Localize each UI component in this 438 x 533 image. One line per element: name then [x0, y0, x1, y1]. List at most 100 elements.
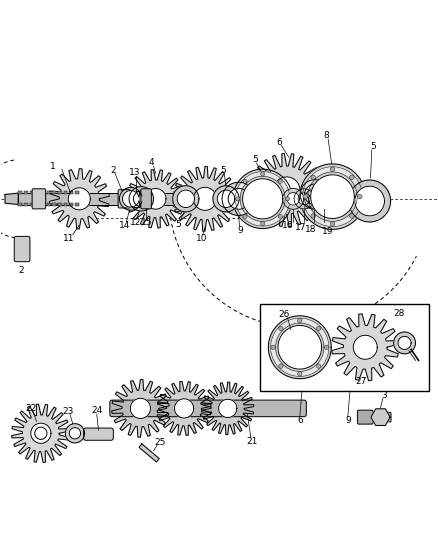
Polygon shape: [145, 189, 166, 209]
Bar: [18, 203, 22, 206]
Text: 27: 27: [355, 377, 367, 386]
Bar: [46, 191, 50, 195]
Polygon shape: [318, 193, 329, 204]
Polygon shape: [398, 336, 411, 350]
Circle shape: [350, 214, 354, 218]
Text: 12: 12: [130, 219, 141, 228]
FancyBboxPatch shape: [371, 413, 391, 422]
Circle shape: [261, 222, 265, 226]
Circle shape: [278, 214, 283, 219]
Text: 9: 9: [237, 226, 243, 235]
Bar: [69, 191, 73, 195]
Bar: [29, 191, 33, 195]
Text: 3: 3: [381, 391, 387, 400]
Circle shape: [330, 167, 335, 172]
Text: 28: 28: [394, 309, 405, 318]
Polygon shape: [194, 187, 216, 211]
Polygon shape: [219, 399, 237, 417]
Polygon shape: [233, 169, 292, 229]
Polygon shape: [222, 182, 255, 215]
Circle shape: [350, 175, 354, 180]
Polygon shape: [283, 188, 304, 209]
Polygon shape: [127, 169, 185, 228]
Text: 24: 24: [91, 406, 102, 415]
Polygon shape: [250, 154, 323, 227]
Bar: [35, 191, 39, 195]
Text: 17: 17: [294, 223, 306, 232]
Polygon shape: [157, 382, 211, 435]
Polygon shape: [31, 423, 51, 443]
Text: 11: 11: [63, 233, 74, 243]
FancyBboxPatch shape: [118, 190, 131, 208]
Bar: [58, 191, 62, 195]
Polygon shape: [287, 192, 300, 205]
Circle shape: [278, 179, 283, 183]
Text: 23: 23: [63, 407, 74, 416]
Circle shape: [303, 195, 307, 199]
Polygon shape: [268, 316, 331, 379]
Circle shape: [35, 427, 47, 439]
FancyBboxPatch shape: [134, 190, 139, 207]
Circle shape: [286, 197, 290, 201]
Bar: [46, 203, 50, 206]
Polygon shape: [177, 190, 194, 207]
Circle shape: [311, 175, 315, 180]
Polygon shape: [371, 409, 390, 425]
Polygon shape: [271, 318, 329, 376]
Polygon shape: [278, 326, 321, 369]
FancyBboxPatch shape: [18, 193, 280, 205]
Circle shape: [271, 345, 276, 350]
Polygon shape: [49, 169, 110, 229]
Polygon shape: [68, 188, 90, 210]
Polygon shape: [308, 193, 320, 205]
FancyBboxPatch shape: [14, 236, 30, 262]
Text: 9: 9: [345, 416, 351, 425]
Polygon shape: [273, 177, 300, 203]
Text: 15: 15: [141, 219, 153, 228]
Circle shape: [261, 172, 265, 176]
FancyBboxPatch shape: [84, 428, 113, 440]
FancyBboxPatch shape: [141, 189, 151, 209]
Polygon shape: [355, 186, 385, 216]
Polygon shape: [134, 191, 149, 207]
Polygon shape: [65, 424, 85, 443]
Circle shape: [236, 197, 240, 201]
Text: 21: 21: [246, 437, 258, 446]
Bar: [58, 203, 62, 206]
Text: 10: 10: [196, 233, 207, 243]
Polygon shape: [243, 179, 283, 219]
Circle shape: [297, 318, 302, 323]
Polygon shape: [349, 180, 391, 222]
Bar: [75, 203, 79, 206]
Polygon shape: [131, 398, 151, 418]
Bar: [41, 203, 45, 206]
Bar: [35, 203, 39, 206]
Text: 1: 1: [50, 161, 56, 171]
Text: 5: 5: [252, 155, 258, 164]
Bar: [24, 191, 28, 195]
Circle shape: [324, 345, 328, 350]
Polygon shape: [304, 189, 324, 208]
Text: 18: 18: [305, 225, 316, 234]
Polygon shape: [311, 175, 354, 219]
Polygon shape: [394, 332, 416, 354]
FancyBboxPatch shape: [357, 410, 373, 424]
Text: 13: 13: [129, 168, 141, 177]
Bar: [261, 304, 428, 391]
Polygon shape: [173, 185, 199, 212]
Polygon shape: [300, 164, 365, 229]
Bar: [52, 191, 56, 195]
Text: 4: 4: [148, 158, 154, 167]
Polygon shape: [308, 172, 357, 221]
Circle shape: [279, 364, 283, 368]
Text: 8: 8: [324, 131, 329, 140]
Polygon shape: [12, 404, 70, 463]
FancyBboxPatch shape: [32, 189, 46, 209]
Text: 2: 2: [110, 166, 116, 175]
Text: 5: 5: [220, 166, 226, 175]
Polygon shape: [173, 166, 237, 231]
FancyBboxPatch shape: [110, 400, 306, 417]
Circle shape: [297, 372, 302, 376]
Text: 22: 22: [26, 404, 37, 413]
Polygon shape: [139, 444, 159, 462]
